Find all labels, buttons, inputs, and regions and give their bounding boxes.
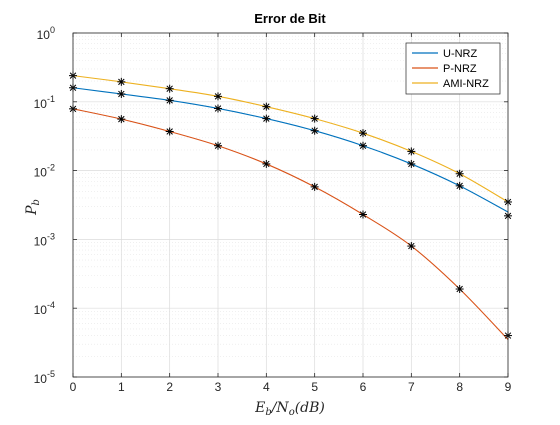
data-point xyxy=(165,96,174,105)
data-point xyxy=(407,147,416,156)
x-tick-label: 9 xyxy=(505,380,512,394)
y-tick-label: 10-4 xyxy=(34,300,55,317)
x-tick-label: 8 xyxy=(456,380,463,394)
data-point xyxy=(117,115,126,124)
legend-item: U-NRZ xyxy=(412,48,477,60)
y-tick-label: 10-1 xyxy=(34,94,55,111)
data-point xyxy=(262,159,271,168)
data-point xyxy=(214,104,222,113)
data-point xyxy=(214,92,222,101)
data-point xyxy=(214,141,222,150)
x-tick-label: 0 xyxy=(70,380,77,394)
data-point xyxy=(310,126,319,135)
y-tick-label: 10-5 xyxy=(34,369,55,386)
x-tick-label: 3 xyxy=(215,380,222,394)
data-point xyxy=(407,159,416,168)
y-tick-label: 10-2 xyxy=(34,163,55,180)
axes-box xyxy=(72,32,509,378)
y-tick-label: 100 xyxy=(37,25,55,42)
legend-item: P-NRZ xyxy=(412,63,477,75)
x-axis-label: Eb/No(dB) xyxy=(254,400,325,418)
chart-title: Error de Bit xyxy=(254,11,326,26)
y-axis-label: Pb xyxy=(24,199,42,216)
series-line xyxy=(72,108,509,340)
series-p-nrz xyxy=(69,104,512,340)
data-point xyxy=(262,102,271,111)
series-line xyxy=(72,87,509,213)
y-tick-label: 10-3 xyxy=(34,231,55,248)
data-point xyxy=(165,84,174,93)
data-point xyxy=(165,127,174,136)
legend-label: AMI-NRZ xyxy=(443,78,489,90)
data-point xyxy=(359,129,367,138)
x-tick-label: 4 xyxy=(263,380,270,394)
data-point xyxy=(117,77,126,86)
data-point xyxy=(310,114,319,123)
legend-label: U-NRZ xyxy=(443,48,477,60)
legend: U-NRZ P-NRZ AMI-NRZ xyxy=(405,42,501,95)
x-tick-label: 7 xyxy=(408,380,415,394)
x-tick-label: 2 xyxy=(166,380,173,394)
data-point xyxy=(407,242,416,251)
data-point xyxy=(310,182,319,191)
data-point xyxy=(262,114,271,123)
x-tick-label: 1 xyxy=(118,380,125,394)
data-point xyxy=(117,89,126,98)
data-point xyxy=(455,181,464,190)
x-tick-label: 6 xyxy=(360,380,367,394)
x-tick-label: 5 xyxy=(311,380,318,394)
data-point xyxy=(455,169,464,178)
legend-label: P-NRZ xyxy=(443,63,477,75)
data-point xyxy=(455,285,464,294)
legend-item: AMI-NRZ xyxy=(412,78,489,90)
series-line xyxy=(72,75,509,203)
data-point xyxy=(359,210,367,219)
data-point xyxy=(359,141,367,150)
